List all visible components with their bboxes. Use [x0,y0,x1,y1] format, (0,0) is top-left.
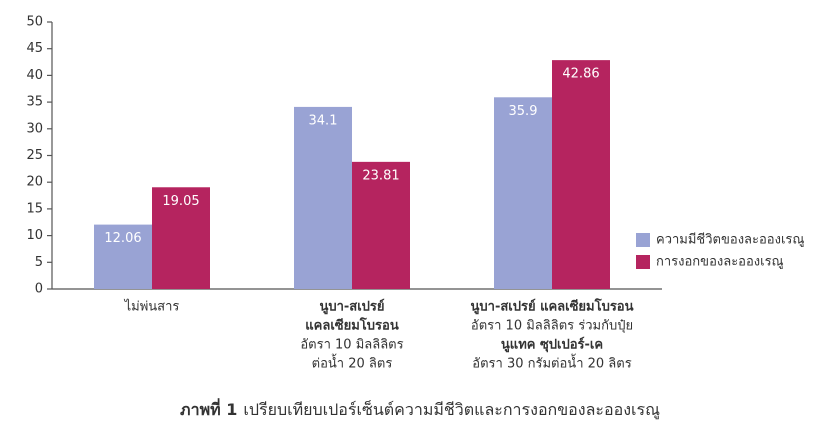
bar [94,224,152,289]
y-tick-label: 5 [35,255,43,270]
value-label: 23.81 [362,168,399,183]
legend-label: การงอกของละอองเรณู [656,255,784,270]
x-tick-label: นูบา-สเปรย์ แคลเซียมโบรอน [471,298,634,315]
y-tick-label: 30 [26,121,43,136]
x-tick-label: นูบา-สเปรย์ [319,299,384,315]
y-tick-label: 45 [26,41,43,56]
value-label: 35.9 [509,104,538,119]
legend-label: ความมีชีวิตของละอองเรณู [656,232,804,248]
y-tick-label: 15 [26,201,43,216]
bar [552,60,610,290]
value-label: 19.05 [162,194,199,209]
x-tick-label: อัตรา 30 กรัมต่อน้ำ 20 ลิตร [472,354,631,372]
x-tick-label: อัตรา 10 มิลลิลิตร ร่วมกับปุ๋ย [471,319,633,334]
y-tick-label: 35 [26,95,43,110]
legend-swatch [636,255,650,269]
bar [294,106,352,289]
bar [494,97,552,289]
legend-swatch [636,233,650,247]
bar [352,161,410,289]
x-tick-label: ต่อน้ำ 20 ลิตร [312,354,393,372]
value-label: 12.06 [104,231,141,246]
x-tick-label: นูแทค ซุปเปอร์-เค [501,337,603,353]
x-tick-label: ไม่พ่นสาร [124,299,180,315]
y-tick-label: 50 [26,15,43,30]
y-tick-label: 25 [26,148,43,163]
x-tick-label: แคลเซียมโบรอน [305,317,399,334]
bar [152,187,210,289]
y-tick-label: 40 [26,68,43,83]
caption: ภาพที่ 1 เปรียบเทียบเปอร์เซ็นต์ความมีชีวิ… [180,398,660,420]
caption-prefix: ภาพที่ 1 [180,398,237,419]
caption-text: เปรียบเทียบเปอร์เซ็นต์ความมีชีวิตและการง… [243,399,660,420]
y-tick-label: 20 [26,175,43,190]
value-label: 42.86 [562,67,599,82]
value-label: 34.1 [309,113,338,128]
y-tick-label: 0 [35,282,43,297]
y-tick-label: 10 [26,228,43,243]
x-tick-label: อัตรา 10 มิลลิลิตร [300,338,403,353]
